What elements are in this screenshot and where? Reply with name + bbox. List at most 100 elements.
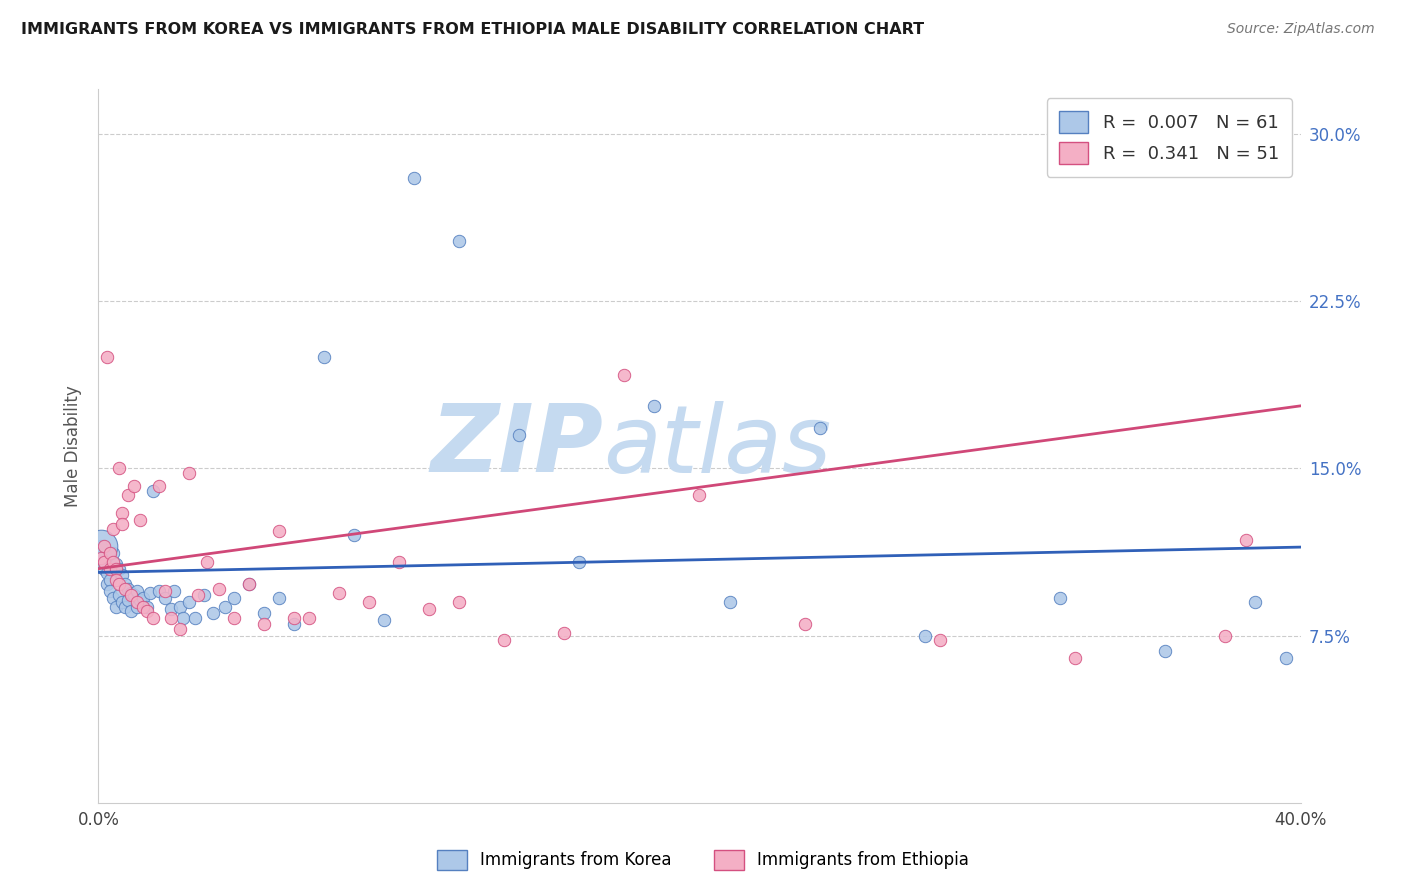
Point (312, 350, 335, 364)
Point (201, 607, 224, 621)
Point (103, 555, 125, 569)
Point (127, 583, 149, 598)
Point (283, 610, 305, 624)
Point (117, 582, 139, 596)
Point (148, 479, 170, 493)
Text: atlas: atlas (603, 401, 831, 491)
Point (135, 599, 157, 614)
Point (96, 566, 118, 581)
Point (214, 599, 236, 614)
Point (100, 573, 122, 587)
Point (208, 582, 231, 596)
Point (267, 524, 290, 538)
Point (108, 577, 131, 591)
Point (96, 577, 118, 591)
Point (328, 586, 350, 600)
Point (141, 610, 163, 624)
Point (193, 589, 215, 603)
Point (108, 461, 131, 475)
Point (177, 466, 200, 480)
Point (183, 610, 205, 624)
Point (1049, 591, 1071, 605)
Point (169, 622, 191, 636)
Point (105, 573, 128, 587)
Point (117, 488, 139, 502)
Point (105, 599, 128, 614)
Point (553, 626, 575, 640)
Point (357, 595, 380, 609)
Point (343, 528, 366, 542)
Point (111, 595, 134, 609)
Point (153, 583, 176, 598)
Text: Source: ZipAtlas.com: Source: ZipAtlas.com (1227, 22, 1375, 37)
Point (914, 628, 936, 642)
Point (90, 539, 112, 553)
Point (1244, 595, 1267, 609)
Point (1274, 651, 1296, 665)
Point (298, 610, 321, 624)
Point (253, 607, 276, 621)
Text: ZIP: ZIP (430, 400, 603, 492)
Point (100, 583, 122, 598)
Point (494, 633, 516, 648)
Y-axis label: Male Disability: Male Disability (65, 385, 83, 507)
Point (1215, 628, 1237, 642)
Point (718, 595, 741, 609)
Point (108, 589, 131, 603)
Point (283, 617, 305, 632)
Point (195, 555, 218, 569)
Point (103, 521, 125, 535)
Point (929, 633, 952, 648)
Point (153, 591, 176, 605)
Point (93, 562, 115, 576)
Point (135, 604, 157, 618)
Point (141, 483, 163, 498)
Point (121, 586, 143, 600)
Point (187, 589, 209, 603)
Point (1154, 644, 1177, 658)
Point (418, 602, 440, 616)
Point (138, 586, 160, 600)
Point (103, 591, 125, 605)
Point (100, 562, 122, 576)
Point (121, 604, 143, 618)
Point (447, 234, 470, 248)
Point (793, 617, 815, 632)
Point (388, 555, 411, 569)
Point (508, 427, 530, 442)
Point (1064, 651, 1087, 665)
Point (643, 399, 665, 413)
Point (1236, 533, 1258, 547)
Point (103, 546, 125, 560)
Legend: Immigrants from Korea, Immigrants from Ethiopia: Immigrants from Korea, Immigrants from E… (430, 843, 976, 877)
Point (132, 599, 155, 614)
Point (93, 539, 115, 553)
Point (267, 591, 290, 605)
Point (159, 610, 181, 624)
Point (613, 368, 636, 382)
Point (90, 539, 112, 553)
Point (172, 610, 194, 624)
Point (238, 577, 260, 591)
Point (93, 555, 115, 569)
Point (114, 582, 136, 596)
Point (568, 555, 591, 569)
Point (129, 592, 152, 607)
Point (105, 562, 128, 576)
Point (169, 599, 191, 614)
Point (114, 577, 136, 591)
Legend: R =  0.007   N = 61, R =  0.341   N = 51: R = 0.007 N = 61, R = 0.341 N = 51 (1046, 98, 1292, 177)
Point (177, 595, 200, 609)
Point (124, 479, 146, 493)
Point (808, 421, 831, 435)
Point (222, 591, 245, 605)
Point (111, 568, 134, 582)
Point (124, 589, 146, 603)
Point (90, 550, 112, 565)
Point (127, 595, 149, 609)
Point (132, 591, 155, 605)
Point (129, 512, 152, 526)
Point (689, 488, 711, 502)
Point (105, 557, 128, 572)
Point (121, 589, 143, 603)
